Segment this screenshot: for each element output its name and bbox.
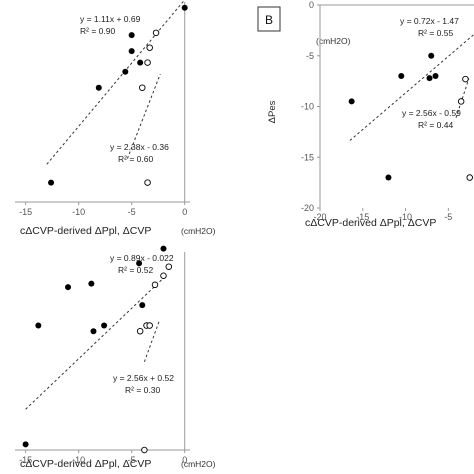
top-left-x-unit-label: (cmH2O) — [181, 226, 216, 236]
open-data-point — [141, 446, 148, 454]
x-tick-label: -5 — [128, 455, 136, 465]
y-tick-label: 0 — [309, 0, 314, 10]
filled-data-point — [90, 328, 97, 335]
trendline-r-squared: R² = 0.52 — [118, 265, 153, 275]
open-data-point — [146, 44, 153, 51]
trendline-equation: y = 2.38x - 0.36 — [110, 142, 169, 152]
panel-top-right-plot: 0 -5 -10 -15 -20-20 -15 -10 -5 y = 0.72x - 1.47 R… — [301, 0, 474, 222]
trendline-2 — [126, 73, 161, 159]
y-tick-label: -5 — [306, 51, 314, 61]
open-data-point — [151, 281, 159, 289]
trendline-r-squared: R² = 0.90 — [80, 26, 115, 36]
open-data-point — [466, 174, 473, 181]
open-data-point — [457, 98, 465, 105]
trendline-1 — [349, 34, 474, 141]
panel-top-left: cΔCVP-derived ΔPpl, ΔCVP (cmH2O) — [20, 225, 216, 237]
top-left-x-axis-label: cΔCVP-derived ΔPpl, ΔCVP — [20, 225, 151, 237]
top-right-y-axis-label: ΔPes — [267, 100, 278, 123]
y-tick-label: -15 — [301, 152, 314, 162]
x-tick-label: -15 — [19, 207, 32, 217]
trendline-1 — [25, 277, 164, 410]
open-data-point — [160, 272, 167, 280]
y-tick-label: -10 — [301, 102, 314, 112]
panel-b-letter: B — [265, 13, 273, 27]
filled-data-point — [95, 84, 102, 91]
plot-layer: -15 -10 -5 0 y = 1.11x + 0.69 R² = 0.90 y = 2.… — [15, 0, 474, 465]
trendline-equation: y = 2.56x + 0.52 — [113, 373, 174, 383]
trendline-r-squared: R² = 0.55 — [418, 28, 453, 38]
filled-data-point — [128, 48, 135, 55]
trendline-r-squared: R² = 0.44 — [418, 120, 453, 130]
trendline-1 — [46, 0, 186, 165]
x-tick-label: -5 — [444, 212, 452, 222]
panel-b-box — [257, 6, 281, 32]
trendline-2 — [455, 78, 470, 118]
trendline-equation: y = 2.56x - 0.59 — [402, 108, 461, 118]
filled-data-point — [48, 179, 55, 186]
open-data-point — [144, 179, 151, 186]
x-tick-label: -5 — [128, 207, 136, 217]
trendline-equation: y = 1.11x + 0.69 — [80, 14, 141, 24]
bottom-left-x-axis-label: cΔCVP-derived ΔPpl, ΔCVP — [20, 458, 151, 470]
filled-data-point — [181, 4, 188, 11]
x-tick-label: -10 — [399, 212, 412, 222]
filled-data-point — [136, 260, 143, 267]
y-tick-label: -20 — [301, 203, 314, 213]
panel-top-right: B (cmH2O) ΔPes cΔCVP-derived ΔPpl, ΔCVP — [257, 6, 436, 229]
panel-top-left-plot: -15 -10 -5 0 y = 1.11x + 0.69 R² = 0.90 y = 2.… — [15, 0, 190, 217]
x-tick-label: 0 — [182, 207, 187, 217]
filled-data-point — [428, 52, 435, 59]
panel-bottom-left-plot: -15 -10 -5 0 y = 0.89x - 0.022 R² = 0.52 y = 2… — [15, 245, 190, 465]
open-data-point — [146, 322, 153, 329]
open-data-point — [139, 84, 146, 91]
trendline-2 — [143, 320, 160, 362]
trendline-equation: y = 0.89x - 0.022 — [110, 253, 174, 263]
panel-bottom-left: cΔCVP-derived ΔPpl, ΔCVP (cmH2O) — [20, 458, 216, 470]
filled-data-point — [65, 284, 72, 291]
top-right-x-axis-label: cΔCVP-derived ΔPpl, ΔCVP — [305, 217, 436, 229]
filled-data-point — [398, 73, 405, 80]
filled-data-point — [137, 59, 144, 66]
open-data-point — [136, 327, 144, 335]
filled-data-point — [101, 322, 108, 329]
filled-data-point — [160, 245, 167, 252]
x-tick-label: -15 — [19, 455, 32, 465]
x-tick-label: -20 — [313, 212, 326, 222]
filled-data-point — [385, 174, 392, 181]
top-right-y-unit-label: (cmH2O) — [316, 36, 351, 46]
filled-data-point — [426, 75, 433, 82]
open-data-point — [165, 263, 173, 270]
x-tick-label: -10 — [72, 455, 85, 465]
open-data-point — [462, 75, 469, 83]
open-data-point — [152, 29, 160, 37]
filled-data-point — [128, 32, 135, 39]
trendline-r-squared: R² = 0.30 — [125, 385, 160, 395]
filled-data-point — [22, 441, 29, 448]
trendline-r-squared: R² = 0.60 — [118, 154, 153, 164]
filled-data-point — [35, 322, 42, 329]
filled-data-point — [122, 68, 129, 75]
trendline-equation: y = 0.72x - 1.47 — [400, 16, 459, 26]
x-tick-label: -15 — [356, 212, 369, 222]
filled-data-point — [139, 302, 146, 309]
filled-data-point — [348, 98, 355, 105]
filled-data-point — [432, 73, 439, 80]
x-tick-label: -10 — [72, 207, 85, 217]
open-data-point — [144, 59, 151, 66]
filled-data-point — [88, 280, 95, 287]
x-tick-label: 0 — [182, 455, 187, 465]
bottom-left-x-unit-label: (cmH2O) — [181, 459, 216, 469]
